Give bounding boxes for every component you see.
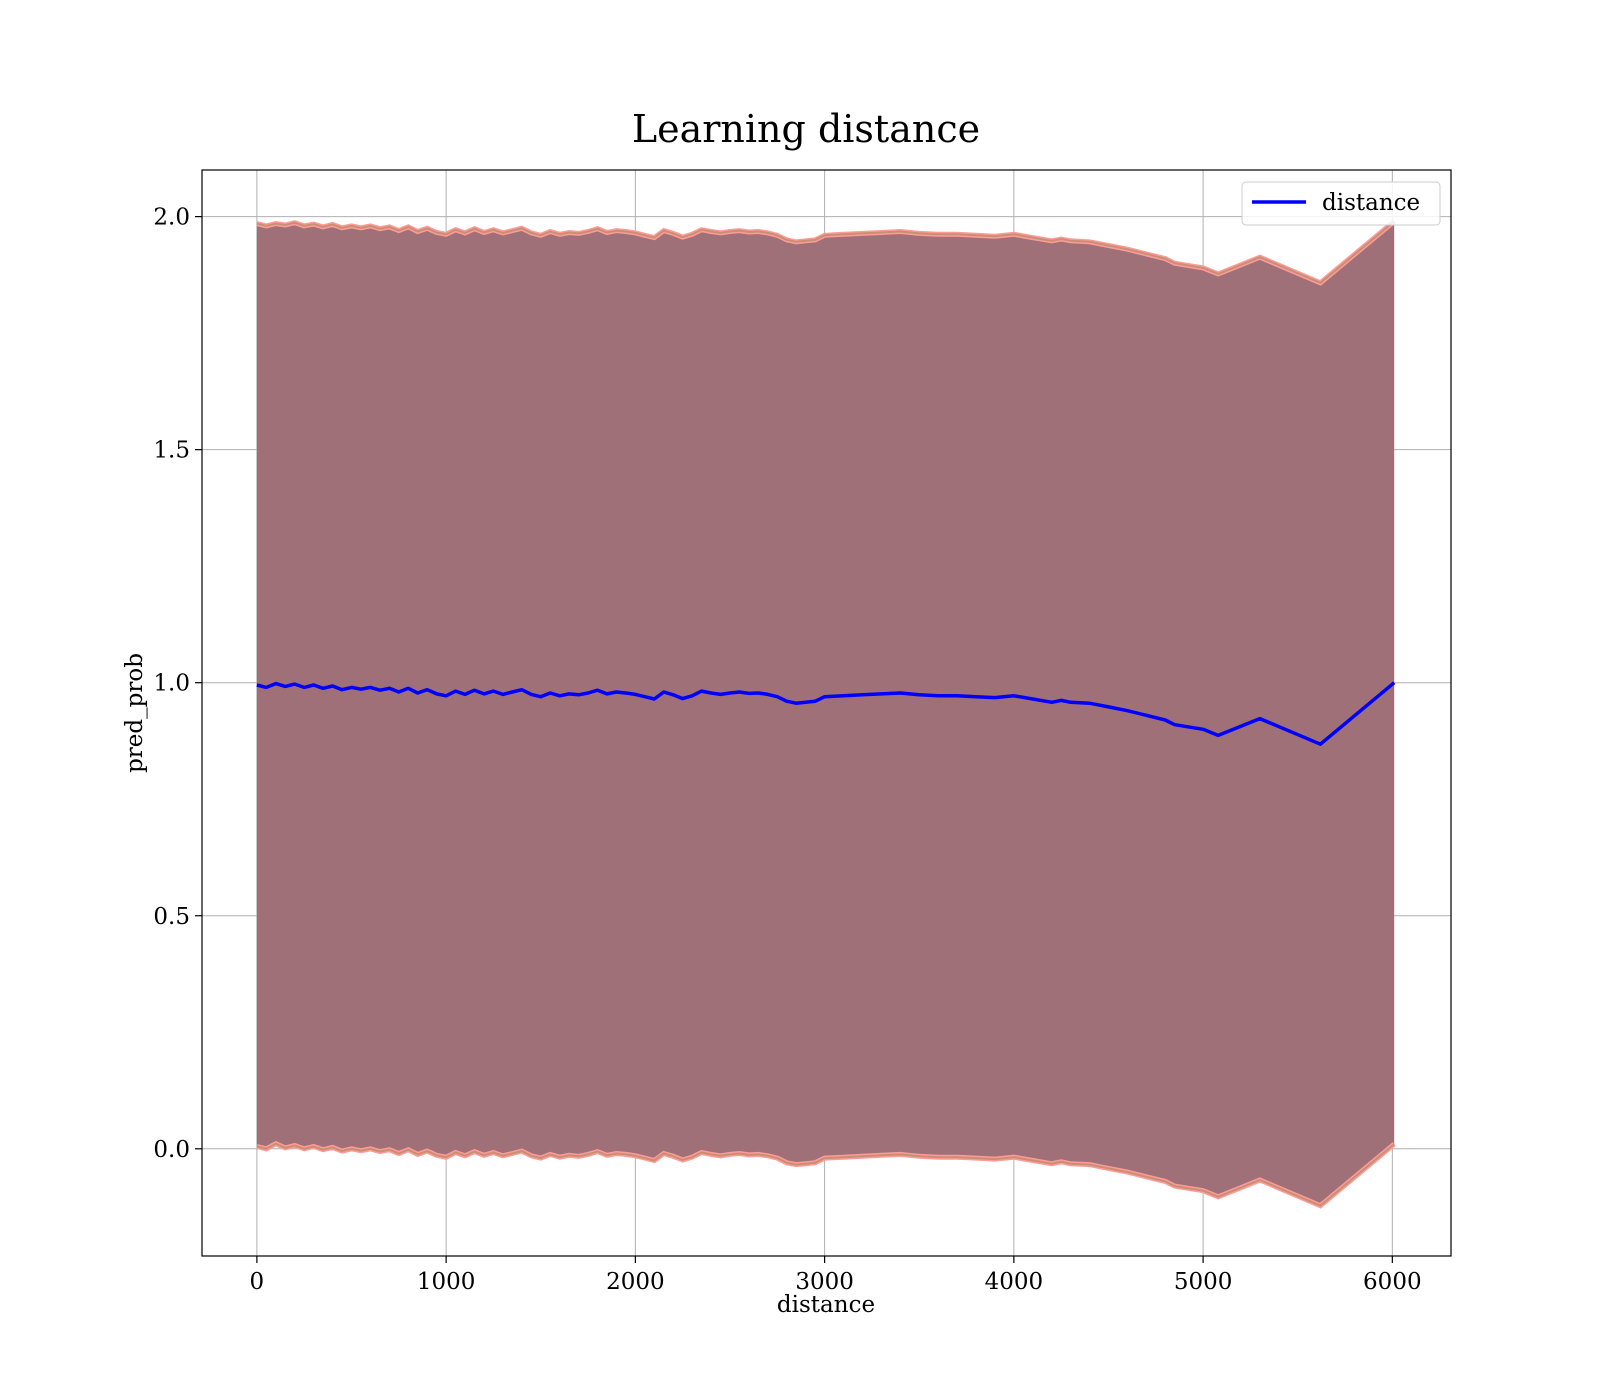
band-layer <box>256 219 1396 1209</box>
x-tick-label: 6000 <box>1363 1269 1422 1295</box>
line-layer <box>256 681 1396 746</box>
x-tick-label: 0 <box>250 1269 265 1295</box>
confidence-band <box>256 221 1395 1206</box>
y-tick-label: 0.0 <box>153 1137 190 1163</box>
legend-box <box>1241 181 1441 226</box>
x-tick-label: 1000 <box>417 1269 476 1295</box>
legend: distance <box>1241 181 1441 226</box>
x-axis-label: distance <box>777 1292 875 1318</box>
y-tick-label: 2.0 <box>153 205 190 231</box>
chart-title: Learning distance <box>632 107 980 151</box>
x-tick-label: 5000 <box>1174 1269 1233 1295</box>
band-upper-edge-inner <box>256 220 1395 284</box>
x-tick-label: 2000 <box>606 1269 665 1295</box>
series-line-distance <box>256 681 1396 746</box>
y-tick-label: 1.0 <box>153 671 190 697</box>
x-tick-label: 3000 <box>795 1269 854 1295</box>
y-tick-label: 1.5 <box>153 438 190 464</box>
plot-frame <box>201 169 1452 1257</box>
x-tick-label: 4000 <box>985 1269 1044 1295</box>
band-lower-edge-inner <box>256 1142 1395 1207</box>
tick-layer: 0 1000 2000 3000 4000 5000 6000 0.0 0.5 1.0 1.5 2.0 <box>153 205 1421 1295</box>
y-axis-label: pred_prob <box>122 653 148 773</box>
legend-label-distance: distance <box>1322 190 1420 216</box>
y-tick-label: 0.5 <box>153 904 190 930</box>
